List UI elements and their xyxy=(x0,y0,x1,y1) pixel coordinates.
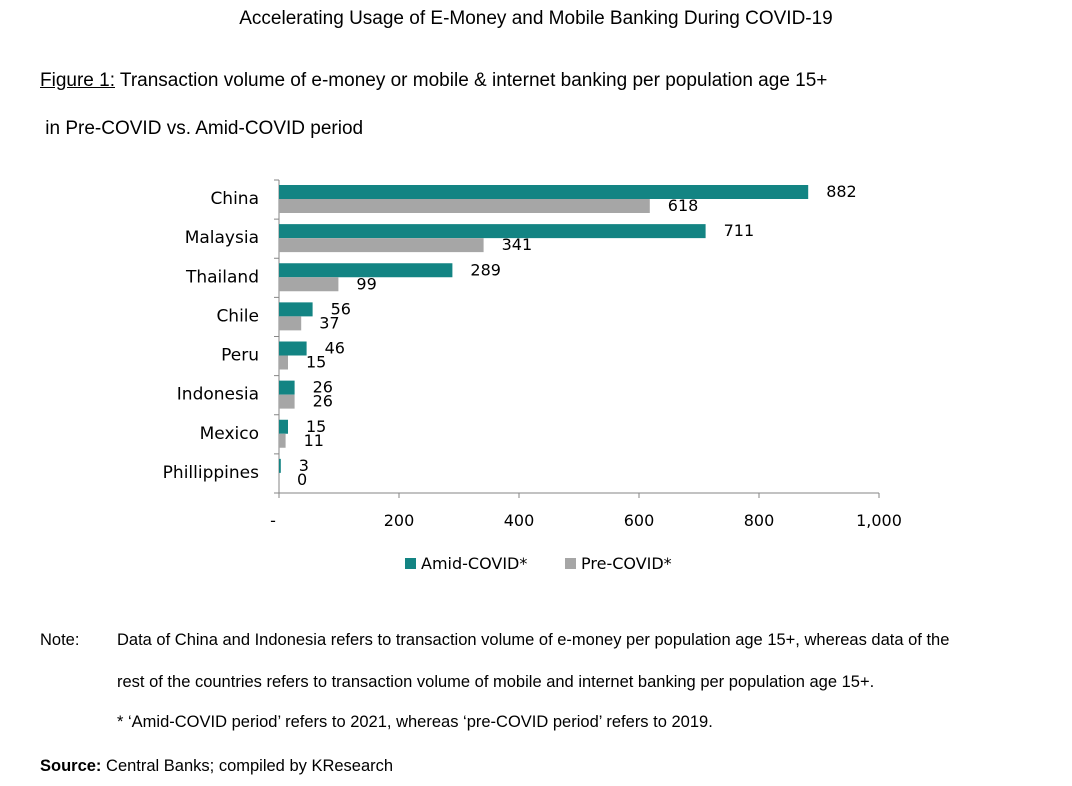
bar-amid-covid xyxy=(279,341,307,356)
category-label: Thailand xyxy=(185,267,259,287)
data-label: 882 xyxy=(826,182,857,201)
data-label: 99 xyxy=(356,274,376,293)
bar-chart: - 200 400 600 800 1,000 China 882 618 Malaysia 711… xyxy=(163,179,902,573)
bar-pre-covid xyxy=(279,238,484,253)
figure-caption-line1: Figure 1: Transaction volume of e-money … xyxy=(40,70,827,92)
bar-amid-covid xyxy=(279,419,288,434)
bar-amid-covid xyxy=(279,380,295,395)
bar-amid-covid xyxy=(279,302,313,317)
data-label: 341 xyxy=(502,235,533,254)
note-line-1: Data of China and Indonesia refers to tr… xyxy=(117,631,950,649)
legend-label: Pre-COVID* xyxy=(581,554,672,573)
note-label: Note: xyxy=(40,631,80,649)
x-tick-label: 600 xyxy=(624,511,655,530)
figure-label: Figure 1: xyxy=(40,70,115,91)
bar-pre-covid xyxy=(279,433,286,448)
category-label: Chile xyxy=(216,306,259,326)
data-label: 711 xyxy=(724,221,755,240)
bar-pre-covid xyxy=(279,277,339,292)
source-label: Source: xyxy=(40,757,102,775)
bar-pre-covid xyxy=(279,355,288,370)
note-line-3: * ‘Amid-COVID period’ refers to 2021, wh… xyxy=(117,713,713,731)
bar-amid-covid xyxy=(279,458,281,473)
bar-pre-covid xyxy=(279,394,295,409)
data-label: 26 xyxy=(313,392,333,411)
data-label: 3 xyxy=(299,456,309,475)
data-label: 26 xyxy=(313,378,333,397)
category-label: Indonesia xyxy=(177,385,259,405)
bar-amid-covid xyxy=(279,224,706,239)
category-label: Malaysia xyxy=(185,228,259,248)
page-title: Accelerating Usage of E-Money and Mobile… xyxy=(239,8,833,29)
x-tick-label: - xyxy=(270,511,276,530)
bar-pre-covid xyxy=(279,199,650,213)
category-label: Peru xyxy=(221,346,259,366)
figure-caption-line2: in Pre-COVID vs. Amid-COVID period xyxy=(40,118,364,139)
data-label: 46 xyxy=(325,339,345,358)
x-tick-label: 800 xyxy=(744,511,775,530)
data-label: 0 xyxy=(297,470,307,489)
category-label: Mexico xyxy=(200,424,259,444)
x-tick-label: 1,000 xyxy=(856,511,902,530)
data-label: 11 xyxy=(304,431,324,450)
category-label: Phillippines xyxy=(163,463,259,483)
data-label: 618 xyxy=(668,196,699,215)
category-label: China xyxy=(210,189,259,209)
legend-swatch-pre-covid xyxy=(565,558,576,569)
figure-caption-text: Transaction volume of e-money or mobile … xyxy=(114,70,828,91)
x-tick-label: 400 xyxy=(504,511,535,530)
source-line: Source: Central Banks; compiled by KRese… xyxy=(40,757,393,776)
data-label: 37 xyxy=(319,313,339,332)
data-label: 289 xyxy=(470,260,501,279)
data-label: 15 xyxy=(306,417,326,436)
legend-label: Amid-COVID* xyxy=(421,554,527,573)
bar-amid-covid xyxy=(279,263,453,278)
data-label: 56 xyxy=(331,299,351,318)
bar-pre-covid xyxy=(279,316,302,331)
bar-amid-covid xyxy=(279,185,809,199)
data-label: 15 xyxy=(306,353,326,372)
note-line-2: rest of the countries refers to transact… xyxy=(117,673,875,691)
source-text: Central Banks; compiled by KResearch xyxy=(101,757,394,775)
legend-swatch-amid-covid xyxy=(405,558,416,569)
x-tick-label: 200 xyxy=(384,511,415,530)
